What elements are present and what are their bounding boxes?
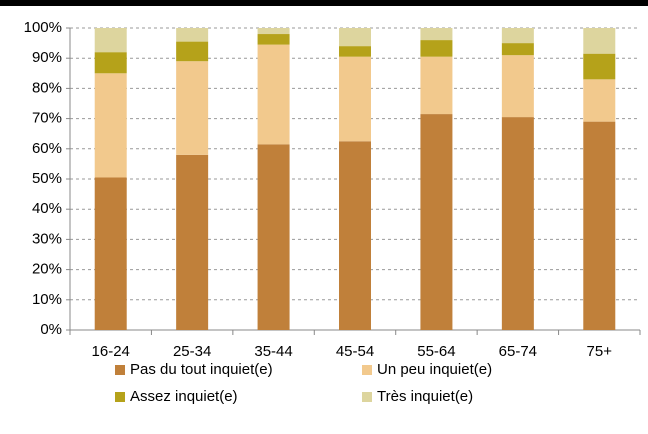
y-tick-label: 100% [24, 19, 62, 36]
legend-swatch [362, 365, 372, 375]
x-tick-label: 65-74 [499, 343, 537, 360]
bar-segment [339, 141, 371, 330]
bar-segment [583, 121, 616, 331]
bar-segment [420, 28, 453, 41]
legend-swatch [115, 365, 125, 375]
bar-segment [420, 114, 453, 330]
bar-segment [583, 53, 616, 80]
y-tick-label: 20% [32, 261, 62, 278]
y-tick-label: 70% [32, 110, 62, 127]
bar-segment [94, 28, 127, 53]
x-tick-label: 75+ [587, 343, 613, 360]
bar-segment [339, 46, 371, 57]
bar-segment [94, 73, 127, 178]
bar-segment [501, 55, 534, 118]
bar-segment [94, 177, 127, 330]
x-tick-label: 55-64 [417, 343, 455, 360]
y-tick-label: 80% [32, 79, 62, 96]
legend-swatch [115, 392, 125, 402]
bar-segment [94, 52, 127, 74]
bar-segment [339, 56, 371, 142]
bar-segment [257, 28, 290, 35]
x-tick-label: 35-44 [254, 343, 292, 360]
legend-label: Un peu inquiet(e) [377, 361, 492, 378]
bar-segment [420, 56, 453, 115]
legend-label: Assez inquiet(e) [130, 388, 238, 405]
bar-segment [176, 154, 209, 330]
bar-segment [257, 144, 290, 330]
top-rule [0, 0, 648, 6]
bar-segment [583, 79, 616, 122]
bar-segment [501, 43, 534, 56]
x-tick-label: 16-24 [92, 343, 130, 360]
y-tick-label: 30% [32, 230, 62, 247]
bar-segment [420, 40, 453, 57]
bar-segment [257, 34, 290, 45]
bar-segment [176, 41, 209, 62]
y-tick-label: 0% [40, 321, 62, 338]
y-tick-label: 60% [32, 140, 62, 157]
y-tick-label: 10% [32, 291, 62, 308]
bar-segment [339, 28, 371, 47]
bar-segment [501, 28, 534, 44]
bar-segment [501, 117, 534, 330]
bar-segment [257, 44, 290, 145]
bar-segment [176, 61, 209, 155]
y-tick-label: 40% [32, 200, 62, 217]
legend-swatch [362, 392, 372, 402]
legend-label: Pas du tout inquiet(e) [130, 361, 273, 378]
y-tick-label: 50% [32, 170, 62, 187]
legend-label: Très inquiet(e) [377, 388, 473, 405]
y-tick-label: 90% [32, 49, 62, 66]
bar-segment [176, 28, 209, 42]
x-tick-label: 25-34 [173, 343, 211, 360]
bar-segment [583, 28, 616, 54]
x-tick-label: 45-54 [336, 343, 374, 360]
